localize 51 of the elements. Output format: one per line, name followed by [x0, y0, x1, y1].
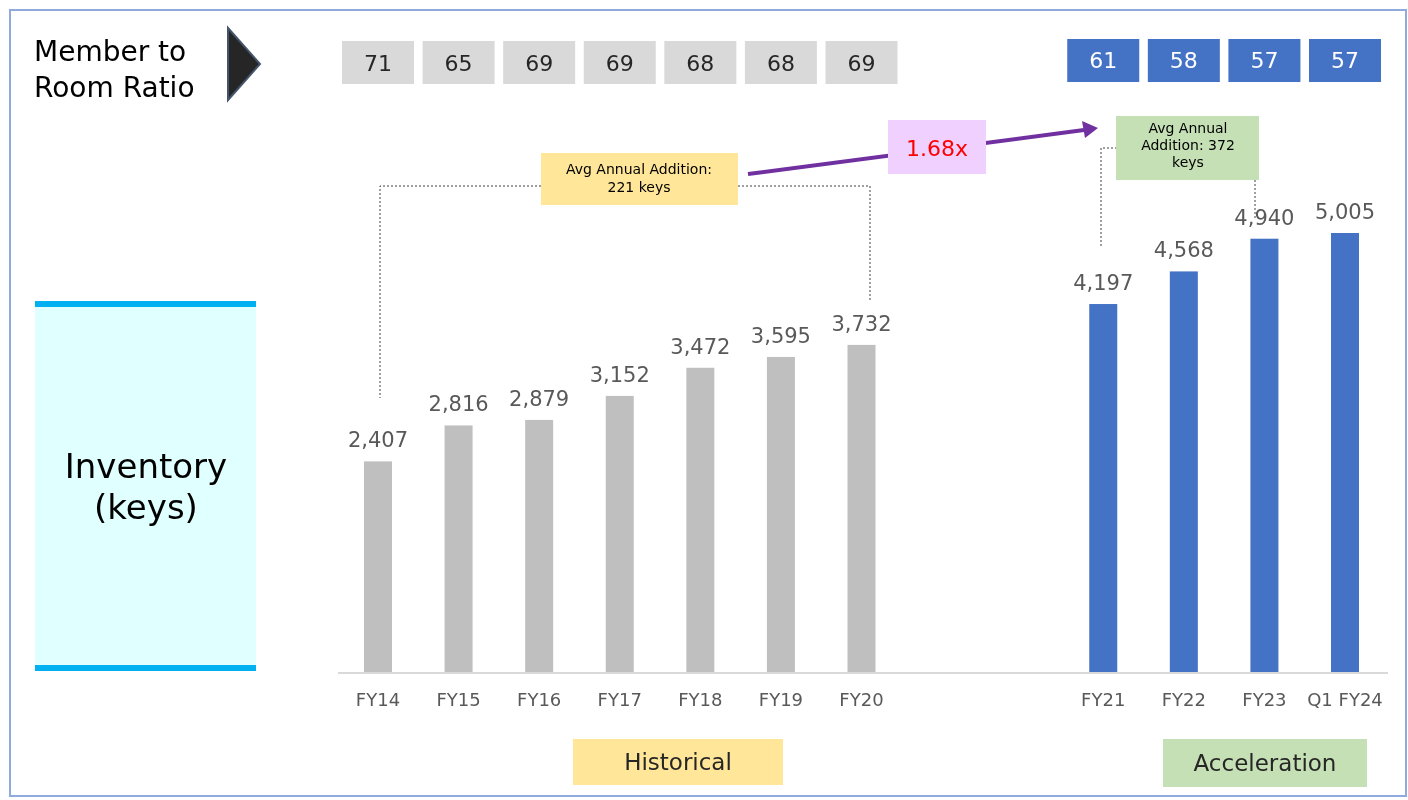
bar [1089, 304, 1118, 673]
x-tick-label: Q1 FY24 [1307, 689, 1383, 710]
x-tick-label: FY17 [597, 689, 642, 710]
text: 71 [364, 51, 392, 76]
x-tick-label: FY22 [1161, 689, 1206, 710]
text: Historical [624, 749, 732, 775]
text: 57 [1250, 48, 1279, 73]
text: 61 [1089, 48, 1118, 73]
y-axis-title: Inventory (keys) [64, 446, 228, 527]
text: 1.68x [905, 136, 969, 161]
text: 69 [605, 51, 634, 76]
x-tick-label: FY21 [1081, 689, 1126, 710]
bar [1250, 238, 1279, 673]
text: 68 [686, 51, 715, 76]
bar [525, 419, 554, 673]
data-label: 3,152 [589, 362, 650, 387]
data-label: 4,568 [1153, 238, 1214, 263]
data-label: 4,940 [1234, 205, 1295, 230]
data-label: 4,197 [1073, 271, 1134, 296]
text: Member to Room Ratio [34, 35, 195, 105]
data-label: 3,472 [670, 334, 731, 359]
bar [686, 367, 715, 673]
data-label: 2,816 [428, 392, 489, 417]
text: 68 [766, 51, 795, 76]
x-tick-label: FY14 [355, 689, 401, 710]
text: 57 [1331, 48, 1359, 73]
bar [1169, 271, 1198, 673]
bar [364, 461, 392, 673]
text: 58 [1169, 48, 1198, 73]
x-tick-label: FY19 [758, 689, 804, 710]
bar [605, 395, 634, 673]
bar [1331, 233, 1359, 673]
x-tick-label: FY18 [678, 689, 723, 710]
bar [847, 344, 876, 673]
bar [766, 356, 795, 673]
text: 69 [525, 51, 554, 76]
data-label: 5,005 [1314, 200, 1376, 224]
x-tick-label: FY20 [839, 689, 884, 710]
x-tick-label: FY23 [1242, 689, 1287, 710]
bar [444, 425, 473, 673]
data-label: 3,732 [831, 311, 892, 336]
data-label: 2,407 [347, 428, 409, 453]
data-label: 3,595 [750, 323, 811, 348]
text: Acceleration [1193, 750, 1337, 776]
text: 65 [444, 51, 473, 76]
x-tick-label: FY15 [436, 689, 481, 710]
text: 69 [847, 51, 876, 76]
data-label: 2,879 [509, 386, 570, 411]
text: Avg Annual Addition: 372 keys [1141, 120, 1235, 170]
x-tick-label: FY16 [517, 689, 562, 710]
text: Avg Annual Addition: 221 keys [565, 161, 713, 196]
